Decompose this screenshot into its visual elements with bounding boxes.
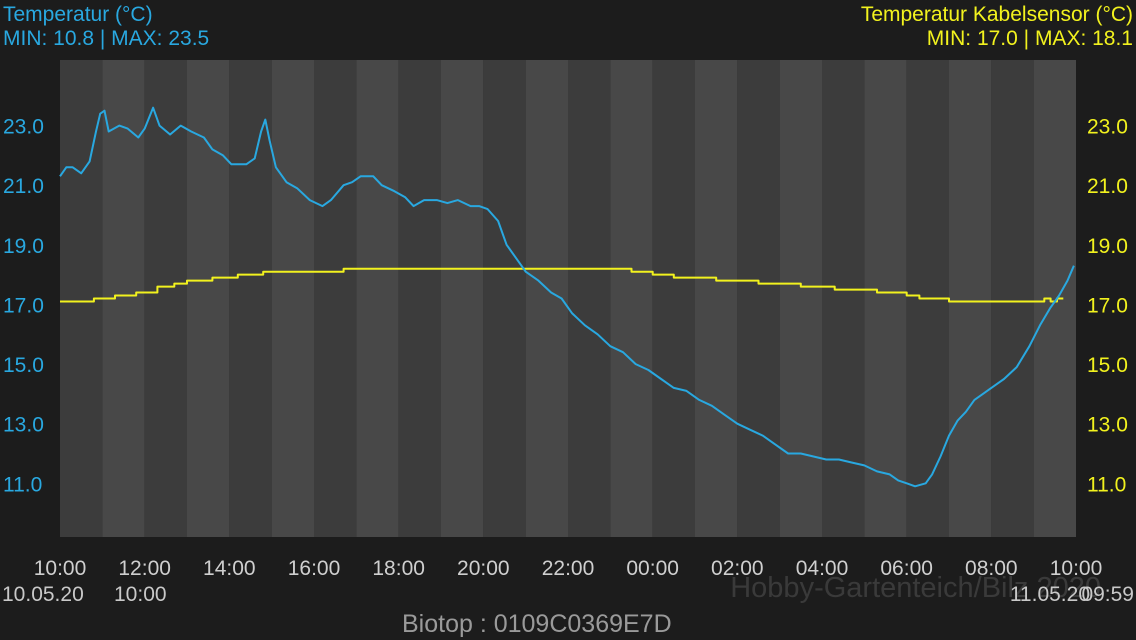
y-tick-label-right: 21.0	[1087, 175, 1128, 198]
left-axis-ticks: 11.0 13.0 15.0 17.0 19.0 21.0 23.0	[3, 116, 44, 497]
plot-band	[271, 60, 314, 537]
x-tick-label: 00:00	[626, 557, 679, 580]
x-tick-label: 16:00	[288, 557, 341, 580]
plot-band	[695, 60, 738, 537]
plot-band	[483, 60, 526, 537]
y-tick-label-right: 13.0	[1087, 414, 1128, 437]
x-axis-ticks: 10:00 12:00 14:00 16:00 18:00 20:00 22:00 00:00…	[34, 557, 1103, 580]
plot-band	[356, 60, 399, 537]
plot-band	[822, 60, 865, 537]
x-tick-label: 22:00	[542, 557, 595, 580]
plot-band	[864, 60, 907, 537]
y-tick-label-left: 17.0	[3, 294, 44, 317]
y-tick-label-left: 23.0	[3, 116, 44, 139]
plot-band	[229, 60, 272, 537]
x-tick-label: 02:00	[711, 557, 764, 580]
plot-background	[60, 60, 1076, 537]
x-tick-label: 18:00	[372, 557, 425, 580]
plot-band	[441, 60, 484, 537]
x-tick-label: 14:00	[203, 557, 256, 580]
y-tick-label-left: 13.0	[3, 414, 44, 437]
watermark-text: Hobby-Gartenteich/Bilz 2020	[730, 572, 1101, 604]
y-tick-label-right: 11.0	[1087, 473, 1126, 496]
plot-band	[610, 60, 653, 537]
left-series-title: Temperatur (°C)	[3, 3, 153, 26]
sensor-id-footer: Biotop : 0109C0369E7D	[402, 610, 672, 638]
y-tick-label-right: 15.0	[1087, 354, 1128, 377]
plot-band	[779, 60, 822, 537]
right-series-stats: MIN: 17.0 | MAX: 18.1	[926, 27, 1133, 50]
y-tick-label-right: 17.0	[1087, 294, 1128, 317]
y-tick-label-left: 21.0	[3, 175, 44, 198]
x-tick-label: 10:00	[1050, 557, 1103, 580]
plot-band	[991, 60, 1034, 537]
x-tick-label: 08:00	[965, 557, 1018, 580]
range-end-date: 11.05.20	[1009, 583, 1090, 606]
x-tick-label: 06:00	[880, 557, 933, 580]
plot-band	[187, 60, 230, 537]
right-series-title: Temperatur Kabelsensor (°C)	[860, 3, 1133, 26]
x-tick-label: 12:00	[118, 557, 171, 580]
plot-band	[398, 60, 441, 537]
plot-band	[737, 60, 780, 537]
range-start-date: 10.05.20	[2, 583, 84, 606]
x-tick-label: 20:00	[457, 557, 510, 580]
y-tick-label-left: 19.0	[3, 235, 44, 258]
plot-band	[314, 60, 357, 537]
y-tick-label-left: 15.0	[3, 354, 44, 377]
series-line-kabelsensor	[60, 267, 1064, 303]
range-end-time: 09:59	[1081, 583, 1134, 606]
y-tick-label-left: 11.0	[3, 473, 42, 496]
series-line-temperatur	[59, 106, 1075, 488]
x-tick-label: 10:00	[34, 557, 87, 580]
plot-band	[949, 60, 992, 537]
range-start-time: 10:00	[114, 583, 167, 606]
left-series-stats: MIN: 10.8 | MAX: 23.5	[3, 27, 210, 50]
series-lines	[59, 106, 1075, 488]
plot-band	[1033, 60, 1076, 537]
y-tick-label-right: 19.0	[1087, 235, 1128, 258]
x-tick-label: 04:00	[796, 557, 849, 580]
plot-band	[144, 60, 187, 537]
plot-band	[652, 60, 695, 537]
right-axis-ticks: 11.0 13.0 15.0 17.0 19.0 21.0 23.0	[1087, 116, 1128, 497]
plot-band	[568, 60, 611, 537]
y-tick-label-right: 23.0	[1087, 116, 1128, 139]
